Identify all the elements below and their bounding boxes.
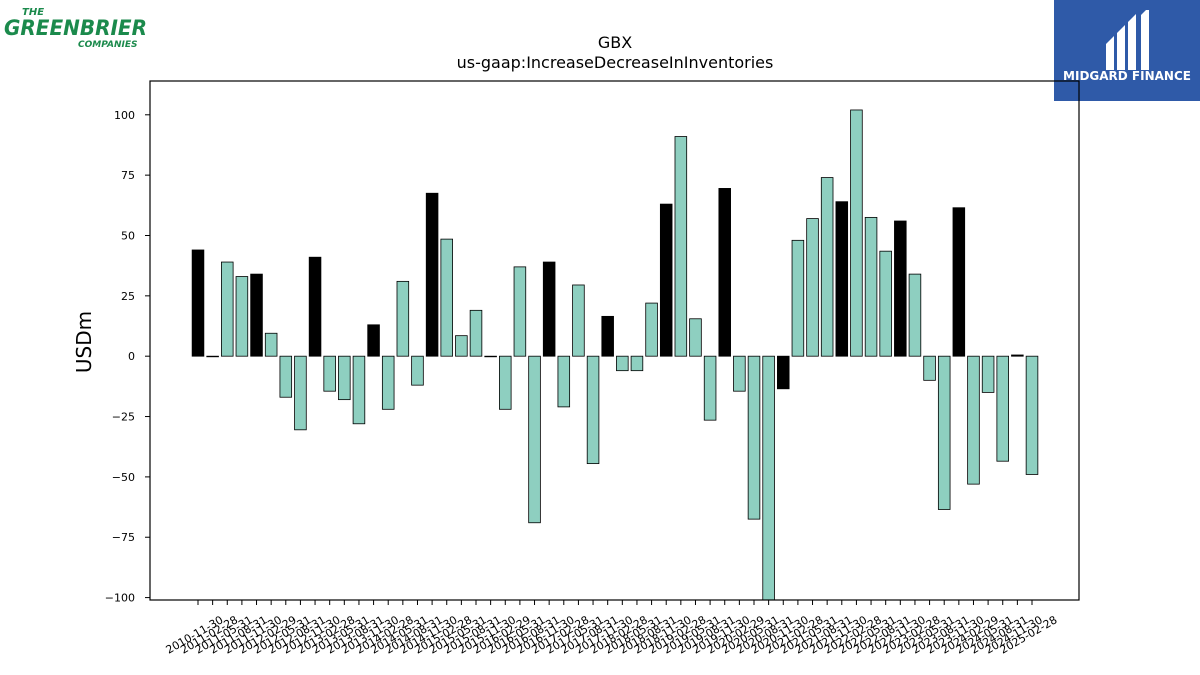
y-tick-label: 100 — [114, 109, 135, 122]
bar — [630, 355, 644, 372]
bar — [235, 276, 249, 357]
y-tick-label: 50 — [121, 229, 135, 242]
bar — [923, 355, 936, 381]
bar — [879, 250, 892, 357]
chart-title: GBX — [598, 33, 632, 52]
chart-subtitle: us-gaap:IncreaseDecreaseInInventories — [457, 53, 774, 72]
bar — [703, 355, 717, 421]
y-tick-label: −25 — [112, 411, 135, 424]
bar — [206, 355, 219, 358]
midgard-finance-logo: MIDGARD FINANCE — [1054, 0, 1200, 101]
bar — [484, 355, 497, 358]
bar — [586, 355, 600, 465]
bar — [908, 273, 922, 357]
bar — [1025, 355, 1039, 475]
bar — [937, 355, 951, 510]
y-tick-label: −50 — [112, 471, 135, 484]
bar — [689, 318, 702, 357]
bar — [952, 207, 966, 357]
bar — [996, 355, 1009, 462]
bar — [381, 355, 395, 410]
bar — [674, 136, 688, 357]
y-tick-label: 0 — [128, 350, 135, 363]
x-axis: 2010-11-302011-02-282011-05-312011-08-31… — [164, 600, 1060, 657]
y-tick-label: −100 — [105, 592, 135, 605]
bar — [835, 201, 849, 357]
y-tick-label: 25 — [121, 290, 135, 303]
y-tick-label: 75 — [121, 169, 135, 182]
bar — [572, 284, 585, 357]
bar — [455, 335, 468, 357]
bar — [806, 218, 819, 357]
bar — [425, 192, 439, 357]
bar — [528, 355, 541, 524]
bar — [499, 355, 512, 410]
bar — [864, 216, 878, 357]
bar — [820, 177, 834, 357]
plot-frame — [149, 80, 1080, 601]
bar — [323, 355, 336, 392]
logo-left-line2: GREENBRIER — [4, 16, 147, 40]
bar — [967, 355, 980, 485]
bar — [601, 315, 614, 357]
logo-left-line3: COMPANIES — [78, 40, 137, 50]
bar — [440, 238, 453, 357]
bar — [352, 355, 366, 425]
bar — [718, 188, 731, 357]
bars — [191, 109, 1039, 601]
bar — [777, 355, 790, 390]
bar — [542, 261, 556, 357]
bar — [308, 256, 322, 357]
bar — [396, 280, 410, 357]
bar — [850, 109, 863, 357]
bar — [367, 324, 380, 357]
midgard-mark-icon — [1106, 10, 1149, 70]
bar — [645, 302, 658, 357]
logo-left-line1: THE — [22, 7, 44, 18]
bar — [338, 355, 351, 401]
bar — [191, 249, 205, 357]
bar — [411, 355, 424, 386]
bar — [469, 309, 483, 357]
bar — [557, 355, 571, 408]
bar — [250, 273, 263, 357]
bar — [616, 355, 629, 372]
bar — [733, 355, 746, 392]
bar — [747, 355, 761, 520]
bar — [264, 332, 278, 357]
greenbrier-logo: THE GREENBRIER COMPANIES — [4, 4, 154, 52]
bar — [513, 266, 527, 357]
y-axis-label: USDm — [72, 311, 96, 373]
y-tick-label: −75 — [112, 531, 135, 544]
bar — [221, 261, 234, 357]
bar — [279, 355, 293, 398]
bar — [981, 355, 995, 393]
bar — [791, 239, 805, 357]
bar — [894, 220, 907, 357]
midgard-logo-text: MIDGARD FINANCE — [1063, 69, 1191, 83]
y-axis: −100 −75 −50 −25 0 25 50 75 100 — [105, 109, 150, 605]
bar — [1011, 354, 1024, 357]
bar — [762, 355, 775, 601]
bar — [294, 355, 307, 431]
bar — [659, 203, 673, 357]
